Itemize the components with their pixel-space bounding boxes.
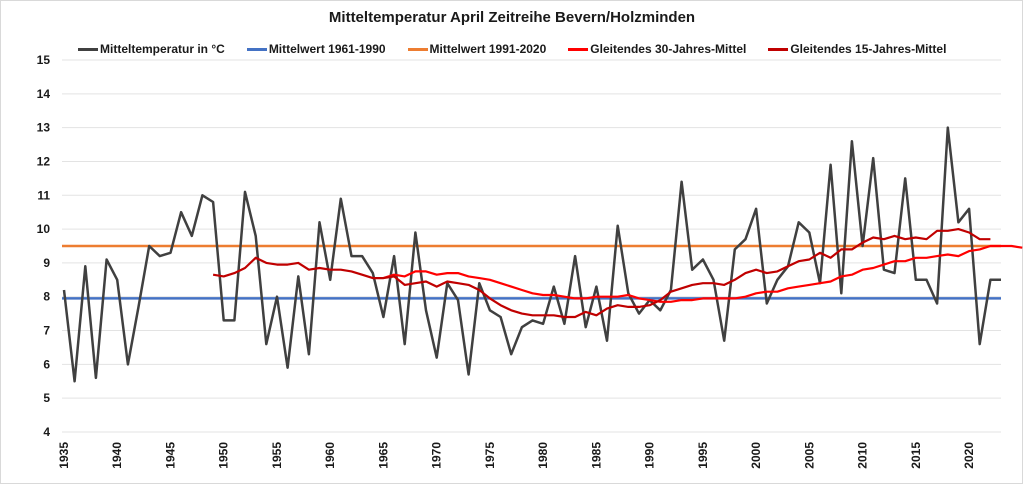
x-tick-label: 1950 — [217, 442, 231, 469]
y-tick-label: 7 — [43, 324, 50, 338]
legend-item-temperature: Mitteltemperatur in °C — [78, 42, 225, 56]
x-tick-label: 2015 — [909, 442, 923, 469]
legend-item-mean-1961-1990: Mittelwert 1961-1990 — [246, 42, 386, 56]
legend-label-moving-30: Gleitendes 30-Jahres-Mittel — [590, 42, 747, 56]
x-tick-label: 1980 — [536, 442, 550, 469]
x-tick-label: 1945 — [163, 442, 177, 469]
x-tick-label: 1975 — [483, 442, 497, 469]
x-tick-label: 1965 — [376, 442, 390, 469]
legend-label-temperature: Mitteltemperatur in °C — [100, 42, 225, 56]
x-tick-label: 2020 — [962, 442, 976, 469]
y-tick-label: 4 — [43, 425, 50, 439]
legend-item-mean-1991-2020: Mittelwert 1991-2020 — [407, 42, 547, 56]
x-tick-label: 1990 — [643, 442, 657, 469]
y-tick-label: 12 — [37, 154, 51, 168]
x-tick-label: 1960 — [323, 442, 337, 469]
series-gleitendes-15-jahres-mittel — [212, 228, 991, 319]
y-axis-ticks: 4 5 6 7 8 9 10 11 12 13 14 15 — [37, 53, 51, 439]
series-gleitendes-30-jahres-mittel — [383, 244, 1023, 303]
legend-swatch-moving-15 — [768, 47, 789, 51]
x-tick-label: 2010 — [856, 442, 870, 469]
x-axis-ticks: 1935 1940 1945 1950 1955 1960 1965 1970 1975 1980… — [57, 442, 976, 469]
y-tick-label: 6 — [43, 357, 50, 371]
legend-item-moving-15: Gleitendes 15-Jahres-Mittel — [768, 42, 946, 56]
x-tick-label: 1940 — [110, 442, 124, 469]
x-tick-label: 2005 — [802, 442, 816, 469]
x-tick-label: 1955 — [270, 442, 284, 469]
x-tick-label: 1970 — [430, 442, 444, 469]
legend-swatch-mean-1991-2020 — [407, 47, 428, 51]
x-tick-label: 1995 — [696, 442, 710, 469]
chart-title: Mitteltemperatur April Zeitreihe Bevern/… — [328, 9, 696, 26]
y-tick-label: 8 — [43, 290, 50, 304]
y-tick-label: 10 — [37, 222, 51, 236]
chart-legend: Mitteltemperatur in °C Mittelwert 1961-1… — [78, 42, 968, 56]
legend-swatch-temperature — [78, 47, 98, 51]
legend-swatch-mean-1961-1990 — [246, 47, 267, 51]
y-tick-label: 13 — [37, 121, 51, 135]
y-tick-label: 14 — [37, 87, 51, 101]
y-tick-label: 5 — [43, 391, 50, 405]
legend-label-mean-1961-1990: Mittelwert 1961-1990 — [268, 42, 386, 56]
series-mitteltemperatur-in-c — [62, 126, 1001, 383]
x-tick-label: 1935 — [57, 442, 71, 469]
y-tick-label: 9 — [43, 256, 50, 270]
legend-swatch-moving-30 — [568, 47, 589, 51]
series-group — [62, 126, 1023, 383]
y-tick-label: 15 — [37, 53, 51, 67]
y-tick-label: 11 — [37, 188, 50, 202]
legend-label-moving-15: Gleitendes 15-Jahres-Mittel — [790, 42, 947, 56]
legend-label-mean-1991-2020: Mittelwert 1991-2020 — [429, 42, 547, 56]
x-tick-label: 2000 — [749, 442, 763, 469]
legend-item-moving-30: Gleitendes 30-Jahres-Mittel — [568, 42, 746, 56]
x-tick-label: 1985 — [589, 442, 603, 469]
